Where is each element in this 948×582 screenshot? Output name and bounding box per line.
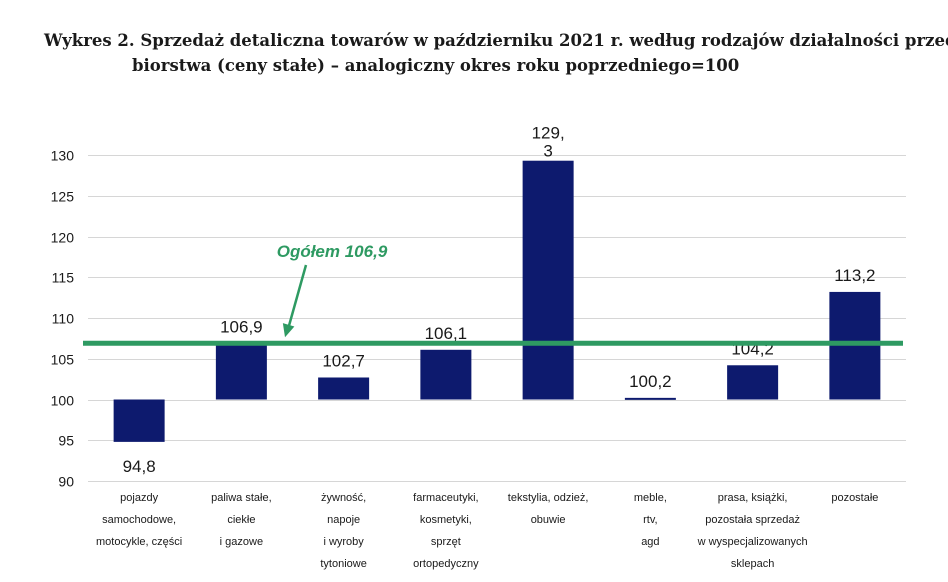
y-tick-label: 120 — [51, 230, 75, 246]
category-label-line: tekstylia, odzież, — [508, 492, 589, 504]
category-label-line: agd — [641, 536, 659, 548]
y-tick-label: 90 — [58, 474, 74, 490]
category-label: paliwa stałe, ciekłe i gazowe — [211, 492, 272, 548]
y-tick-label: 130 — [51, 148, 75, 164]
category-label-line: prasa, książki, — [718, 492, 788, 504]
chart-title-line-1: Wykres 2. Sprzedaż detaliczna towarów w … — [44, 31, 948, 50]
chart-title-line-2: biorstwa (ceny stałe) – analogiczny okre… — [132, 56, 740, 75]
value-label-line: 113,2 — [834, 266, 875, 285]
category-label: prasa, książki, pozostała sprzedaż w wyspe… — [697, 492, 808, 570]
category-label-line: rtv, — [643, 514, 657, 526]
value-label-line: 3 — [543, 142, 552, 161]
category-label-line: pojazdy — [120, 492, 158, 504]
value-label: 100,2 — [629, 372, 672, 391]
category-label-line: sprzęt — [431, 536, 461, 548]
bar — [318, 377, 370, 400]
value-label: 113,2 — [834, 266, 875, 285]
value-label-line: 100,2 — [629, 372, 672, 391]
y-tick-label: 115 — [52, 270, 75, 286]
bar — [420, 349, 472, 400]
bar — [522, 160, 574, 400]
chart-title: Wykres 2. Sprzedaż detaliczna towarów w … — [0, 28, 948, 78]
bars — [113, 160, 881, 442]
y-axis-tick-labels: 90 95 100 105 110 115 120 125 130 — [51, 148, 75, 490]
y-tick-label: 100 — [51, 393, 75, 409]
category-label-line: żywność, — [321, 492, 366, 504]
value-label-line: 106,1 — [425, 324, 468, 343]
category-label-line: pozostałe — [831, 492, 878, 504]
category-label-line: farmaceutyki, — [413, 492, 478, 504]
category-label: farmaceutyki, kosmetyki, sprzęt ortopedyczn… — [413, 492, 479, 570]
y-tick-label: 105 — [51, 352, 75, 368]
category-label: pozostałe — [831, 492, 878, 504]
category-label-line: i wyroby — [323, 536, 364, 548]
reference-arrow-shaft — [286, 264, 308, 330]
category-label-line: samochodowe, — [102, 514, 176, 526]
reference-line-label: Ogółem 106,9 — [277, 242, 388, 261]
category-label-line: w wyspecjalizowanych — [697, 536, 808, 548]
x-axis-category-labels: pojazdy samochodowe, motocykle, części pali… — [96, 492, 878, 570]
category-label-line: obuwie — [531, 514, 566, 526]
category-label-line: ciekłe — [227, 514, 255, 526]
category-label-line: pozostała sprzedaż — [705, 514, 800, 526]
value-label-line: 102,7 — [322, 351, 365, 370]
y-tick-label: 110 — [52, 311, 75, 327]
value-label: 106,1 — [425, 324, 468, 343]
category-label-line: i gazowe — [220, 536, 263, 548]
reference-arrow-head — [282, 323, 295, 338]
category-label-line: sklepach — [731, 558, 774, 570]
value-label: 94,8 — [123, 457, 156, 476]
y-tick-label: 125 — [51, 189, 75, 205]
value-label: 129, 3 — [532, 124, 565, 161]
category-label-line: ortopedyczny — [413, 558, 479, 570]
category-label-line: paliwa stałe, — [211, 492, 272, 504]
value-label-line: 106,9 — [220, 317, 263, 336]
category-label: pojazdy samochodowe, motocykle, części — [96, 492, 182, 548]
category-label-line: tytoniowe — [320, 558, 366, 570]
category-label-line: kosmetyki, — [420, 514, 472, 526]
gridlines — [88, 155, 906, 482]
bar — [624, 397, 676, 400]
bar — [215, 343, 267, 400]
value-label-line: 94,8 — [123, 457, 156, 476]
bar — [113, 399, 165, 442]
category-label-line: meble, — [634, 492, 667, 504]
value-label: 106,9 — [220, 317, 263, 336]
value-label-line: 129, — [532, 124, 565, 143]
bar — [727, 365, 779, 400]
reference-line-group: Ogółem 106,9 — [83, 242, 903, 346]
category-label: żywność, napoje i wyroby tytoniowe — [320, 492, 366, 570]
category-label-line: napoje — [327, 514, 360, 526]
category-label: tekstylia, odzież, obuwie — [508, 492, 589, 526]
value-label: 102,7 — [322, 351, 365, 370]
category-label: meble, rtv, agd — [634, 492, 667, 548]
category-label-line: motocykle, części — [96, 536, 182, 548]
y-tick-label: 95 — [58, 433, 74, 449]
